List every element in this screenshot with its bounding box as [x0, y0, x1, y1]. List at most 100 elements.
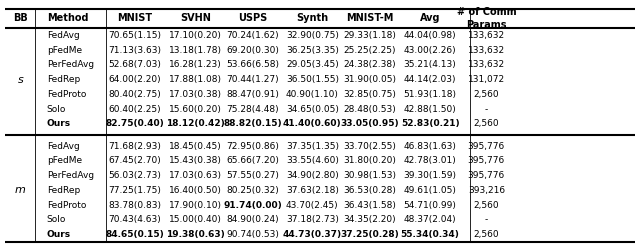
Text: -: -	[484, 215, 488, 224]
Text: 17.03(0.63): 17.03(0.63)	[169, 171, 221, 180]
Text: 32.85(0.75): 32.85(0.75)	[344, 90, 396, 99]
Text: 44.14(2.03): 44.14(2.03)	[404, 75, 456, 84]
Text: 32.90(0.75): 32.90(0.75)	[286, 31, 339, 40]
Text: 34.35(2.20): 34.35(2.20)	[344, 215, 396, 224]
Text: Ours: Ours	[47, 230, 71, 239]
Text: 16.40(0.50): 16.40(0.50)	[169, 186, 221, 195]
Text: Avg: Avg	[420, 13, 440, 23]
Text: 80.40(2.75): 80.40(2.75)	[108, 90, 161, 99]
Text: 2,560: 2,560	[474, 201, 499, 210]
Text: 131,072: 131,072	[468, 75, 505, 84]
Text: SVHN: SVHN	[180, 13, 211, 23]
Text: 2,560: 2,560	[474, 230, 499, 239]
Text: 67.45(2.70): 67.45(2.70)	[108, 156, 161, 165]
Text: Solo: Solo	[47, 105, 66, 114]
Text: 133,632: 133,632	[468, 46, 505, 55]
Text: 17.10(0.20): 17.10(0.20)	[169, 31, 221, 40]
Text: 2,560: 2,560	[474, 119, 499, 128]
Text: 44.73(0.37): 44.73(0.37)	[283, 230, 342, 239]
Text: 71.13(3.63): 71.13(3.63)	[108, 46, 161, 55]
Text: 65.66(7.20): 65.66(7.20)	[227, 156, 279, 165]
Text: 36.43(1.58): 36.43(1.58)	[344, 201, 396, 210]
Text: 84.90(0.24): 84.90(0.24)	[227, 215, 279, 224]
Text: 18.12(0.42): 18.12(0.42)	[166, 119, 225, 128]
Text: -: -	[484, 105, 488, 114]
Text: s: s	[18, 75, 23, 85]
Text: 48.37(2.04): 48.37(2.04)	[404, 215, 456, 224]
Text: 71.68(2.93): 71.68(2.93)	[108, 141, 161, 151]
Text: 53.66(6.58): 53.66(6.58)	[227, 60, 279, 69]
Text: 36.53(0.28): 36.53(0.28)	[344, 186, 396, 195]
Text: 18.45(0.45): 18.45(0.45)	[169, 141, 221, 151]
Text: 34.65(0.05): 34.65(0.05)	[286, 105, 339, 114]
Text: 39.30(1.59): 39.30(1.59)	[404, 171, 456, 180]
Text: 46.83(1.63): 46.83(1.63)	[404, 141, 456, 151]
Text: Synth: Synth	[296, 13, 328, 23]
Text: FedAvg: FedAvg	[47, 141, 79, 151]
Text: FedProto: FedProto	[47, 90, 86, 99]
Text: 33.55(4.60): 33.55(4.60)	[286, 156, 339, 165]
Text: 25.25(2.25): 25.25(2.25)	[344, 46, 396, 55]
Text: 51.93(1.18): 51.93(1.18)	[404, 90, 456, 99]
Text: m: m	[15, 185, 26, 195]
Text: BB: BB	[13, 13, 28, 23]
Text: 33.05(0.95): 33.05(0.95)	[340, 119, 399, 128]
Text: 83.78(0.83): 83.78(0.83)	[108, 201, 161, 210]
Text: Method: Method	[47, 13, 88, 23]
Text: 29.33(1.18): 29.33(1.18)	[344, 31, 396, 40]
Text: 72.95(0.86): 72.95(0.86)	[227, 141, 279, 151]
Text: 133,632: 133,632	[468, 31, 505, 40]
Text: 19.38(0.63): 19.38(0.63)	[166, 230, 225, 239]
Text: 37.25(0.28): 37.25(0.28)	[340, 230, 399, 239]
Text: pFedMe: pFedMe	[47, 46, 82, 55]
Text: 42.78(3.01): 42.78(3.01)	[404, 156, 456, 165]
Text: 15.60(0.20): 15.60(0.20)	[169, 105, 221, 114]
Text: 36.50(1.55): 36.50(1.55)	[286, 75, 339, 84]
Text: 88.82(0.15): 88.82(0.15)	[223, 119, 282, 128]
Text: 54.71(0.99): 54.71(0.99)	[404, 201, 456, 210]
Text: 84.65(0.15): 84.65(0.15)	[105, 230, 164, 239]
Text: 80.25(0.32): 80.25(0.32)	[227, 186, 279, 195]
Text: 33.70(2.55): 33.70(2.55)	[344, 141, 396, 151]
Text: 90.74(0.53): 90.74(0.53)	[227, 230, 279, 239]
Text: 15.00(0.40): 15.00(0.40)	[169, 215, 221, 224]
Text: 64.00(2.20): 64.00(2.20)	[108, 75, 161, 84]
Text: 70.65(1.15): 70.65(1.15)	[108, 31, 161, 40]
Text: 34.90(2.80): 34.90(2.80)	[286, 171, 339, 180]
Text: 57.55(0.27): 57.55(0.27)	[227, 171, 279, 180]
Text: 56.03(2.73): 56.03(2.73)	[108, 171, 161, 180]
Text: 88.47(0.91): 88.47(0.91)	[227, 90, 279, 99]
Text: 395,776: 395,776	[468, 156, 505, 165]
Text: FedProto: FedProto	[47, 201, 86, 210]
Text: 55.34(0.34): 55.34(0.34)	[401, 230, 460, 239]
Text: MNIST-M: MNIST-M	[346, 13, 394, 23]
Text: 52.83(0.21): 52.83(0.21)	[401, 119, 460, 128]
Text: 133,632: 133,632	[468, 60, 505, 69]
Text: 37.18(2.73): 37.18(2.73)	[286, 215, 339, 224]
Text: pFedMe: pFedMe	[47, 156, 82, 165]
Text: 30.98(1.53): 30.98(1.53)	[344, 171, 396, 180]
Text: 17.03(0.38): 17.03(0.38)	[169, 90, 221, 99]
Text: Solo: Solo	[47, 215, 66, 224]
Text: 28.48(0.53): 28.48(0.53)	[344, 105, 396, 114]
Text: PerFedAvg: PerFedAvg	[47, 171, 94, 180]
Text: MNIST: MNIST	[117, 13, 152, 23]
Text: 69.20(0.30): 69.20(0.30)	[227, 46, 279, 55]
Text: Ours: Ours	[47, 119, 71, 128]
Text: FedRep: FedRep	[47, 186, 80, 195]
Text: 29.05(3.45): 29.05(3.45)	[286, 60, 339, 69]
Text: 70.44(1.27): 70.44(1.27)	[227, 75, 279, 84]
Text: FedAvg: FedAvg	[47, 31, 79, 40]
Text: 82.75(0.40): 82.75(0.40)	[105, 119, 164, 128]
Text: 44.04(0.98): 44.04(0.98)	[404, 31, 456, 40]
Text: 35.21(4.13): 35.21(4.13)	[404, 60, 456, 69]
Text: 393,216: 393,216	[468, 186, 505, 195]
Text: 17.90(0.10): 17.90(0.10)	[169, 201, 221, 210]
Text: 13.18(1.78): 13.18(1.78)	[169, 46, 221, 55]
Text: # of Comm
Params: # of Comm Params	[456, 7, 516, 30]
Text: FedRep: FedRep	[47, 75, 80, 84]
Text: 395,776: 395,776	[468, 171, 505, 180]
Text: 41.40(0.60): 41.40(0.60)	[283, 119, 342, 128]
Text: USPS: USPS	[238, 13, 268, 23]
Text: 77.25(1.75): 77.25(1.75)	[108, 186, 161, 195]
